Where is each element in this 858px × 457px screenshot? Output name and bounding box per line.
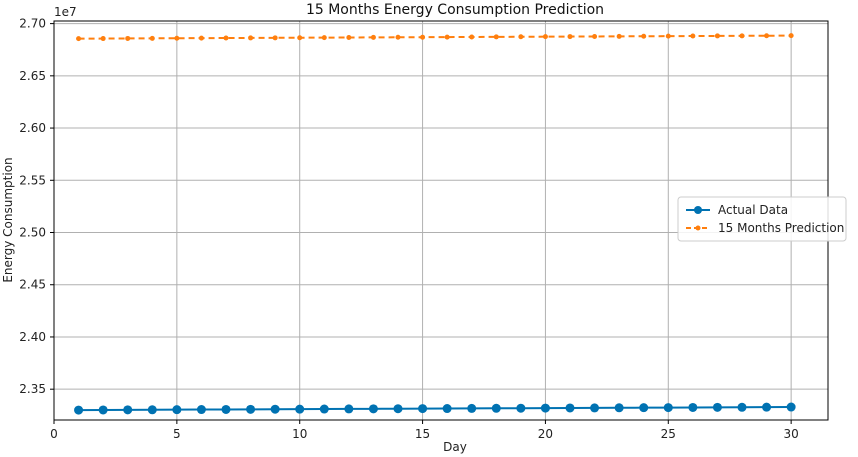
data-point-15-months-prediction bbox=[567, 34, 573, 40]
legend-label-actual: Actual Data bbox=[718, 203, 788, 217]
data-point-actual-data bbox=[319, 404, 329, 414]
data-point-actual-data bbox=[295, 404, 305, 414]
data-point-15-months-prediction bbox=[542, 34, 548, 40]
data-point-actual-data bbox=[246, 404, 256, 414]
data-point-15-months-prediction bbox=[149, 35, 155, 41]
data-point-15-months-prediction bbox=[272, 35, 278, 41]
y-tick-label: 2.55 bbox=[19, 173, 46, 187]
data-point-actual-data bbox=[270, 404, 280, 414]
data-point-15-months-prediction bbox=[321, 35, 327, 41]
data-point-15-months-prediction bbox=[714, 33, 720, 39]
data-point-15-months-prediction bbox=[690, 33, 696, 39]
data-point-actual-data bbox=[74, 405, 84, 415]
data-point-actual-data bbox=[786, 402, 796, 412]
data-point-actual-data bbox=[540, 403, 550, 413]
y-offset-label: 1e7 bbox=[54, 5, 77, 19]
data-point-actual-data bbox=[221, 404, 231, 414]
data-point-15-months-prediction bbox=[198, 35, 204, 41]
data-point-15-months-prediction bbox=[764, 33, 770, 39]
y-tick-label: 2.70 bbox=[19, 17, 46, 31]
legend-label-prediction: 15 Months Prediction bbox=[718, 221, 844, 235]
x-tick-label: 5 bbox=[173, 427, 181, 441]
data-point-15-months-prediction bbox=[518, 34, 524, 40]
data-point-actual-data bbox=[442, 404, 452, 414]
data-point-15-months-prediction bbox=[665, 33, 671, 39]
data-point-15-months-prediction bbox=[100, 36, 106, 42]
y-tick-label: 2.65 bbox=[19, 69, 46, 83]
y-axis-label: Energy Consumption bbox=[1, 157, 15, 282]
x-tick-label: 0 bbox=[50, 427, 58, 441]
series-line-15-months-prediction bbox=[78, 34, 792, 40]
y-tick-label: 2.45 bbox=[19, 278, 46, 292]
legend-marker-actual bbox=[694, 206, 702, 214]
y-tick-label: 2.35 bbox=[19, 382, 46, 396]
data-point-actual-data bbox=[393, 404, 403, 414]
data-point-15-months-prediction bbox=[420, 34, 426, 40]
data-point-actual-data bbox=[196, 405, 206, 415]
x-tick-label: 10 bbox=[292, 427, 307, 441]
chart-title: 15 Months Energy Consumption Prediction bbox=[306, 2, 604, 18]
data-point-15-months-prediction bbox=[346, 35, 352, 41]
data-point-15-months-prediction bbox=[248, 35, 254, 41]
legend: Actual Data 15 Months Prediction bbox=[677, 196, 847, 242]
data-point-actual-data bbox=[614, 403, 624, 413]
data-point-15-months-prediction bbox=[616, 33, 622, 39]
series-layer bbox=[74, 33, 796, 415]
data-point-actual-data bbox=[123, 405, 133, 415]
x-tick-label: 20 bbox=[538, 427, 553, 441]
data-point-15-months-prediction bbox=[592, 33, 598, 39]
data-point-actual-data bbox=[368, 404, 378, 414]
data-point-actual-data bbox=[516, 403, 526, 413]
data-point-actual-data bbox=[590, 403, 600, 413]
data-point-actual-data bbox=[467, 403, 477, 413]
data-point-15-months-prediction bbox=[641, 33, 647, 39]
y-tick-label: 2.40 bbox=[19, 330, 46, 344]
y-tick-label: 2.50 bbox=[19, 226, 46, 240]
data-point-actual-data bbox=[712, 402, 722, 412]
data-point-15-months-prediction bbox=[444, 34, 450, 40]
data-point-actual-data bbox=[98, 405, 108, 415]
x-tick-label: 15 bbox=[415, 427, 430, 441]
data-point-15-months-prediction bbox=[395, 34, 401, 40]
legend-box bbox=[677, 196, 847, 242]
data-point-actual-data bbox=[688, 402, 698, 412]
data-point-15-months-prediction bbox=[739, 33, 745, 39]
x-axis: 0 5 10 15 20 25 30 bbox=[50, 420, 799, 441]
y-tick-label: 2.60 bbox=[19, 121, 46, 135]
data-point-actual-data bbox=[639, 403, 649, 413]
data-point-actual-data bbox=[344, 404, 354, 414]
x-axis-label: Day bbox=[443, 440, 467, 454]
data-point-actual-data bbox=[663, 403, 673, 413]
x-tick-label: 30 bbox=[784, 427, 799, 441]
data-point-actual-data bbox=[418, 404, 428, 414]
data-point-actual-data bbox=[491, 403, 501, 413]
data-point-actual-data bbox=[172, 405, 182, 415]
data-point-actual-data bbox=[147, 405, 157, 415]
x-tick-label: 25 bbox=[661, 427, 676, 441]
data-point-15-months-prediction bbox=[297, 35, 303, 41]
data-point-15-months-prediction bbox=[76, 36, 82, 42]
data-point-15-months-prediction bbox=[493, 34, 499, 40]
y-axis: 2.35 2.40 2.45 2.50 2.55 2.60 2.65 2.70 bbox=[19, 17, 54, 396]
data-point-actual-data bbox=[565, 403, 575, 413]
data-point-actual-data bbox=[737, 402, 747, 412]
data-point-15-months-prediction bbox=[125, 35, 131, 41]
data-point-15-months-prediction bbox=[370, 34, 376, 40]
data-point-15-months-prediction bbox=[174, 35, 180, 41]
data-point-15-months-prediction bbox=[788, 33, 794, 39]
data-point-15-months-prediction bbox=[469, 34, 475, 40]
data-point-15-months-prediction bbox=[223, 35, 229, 41]
legend-marker-prediction bbox=[695, 225, 701, 231]
data-point-actual-data bbox=[762, 402, 772, 412]
